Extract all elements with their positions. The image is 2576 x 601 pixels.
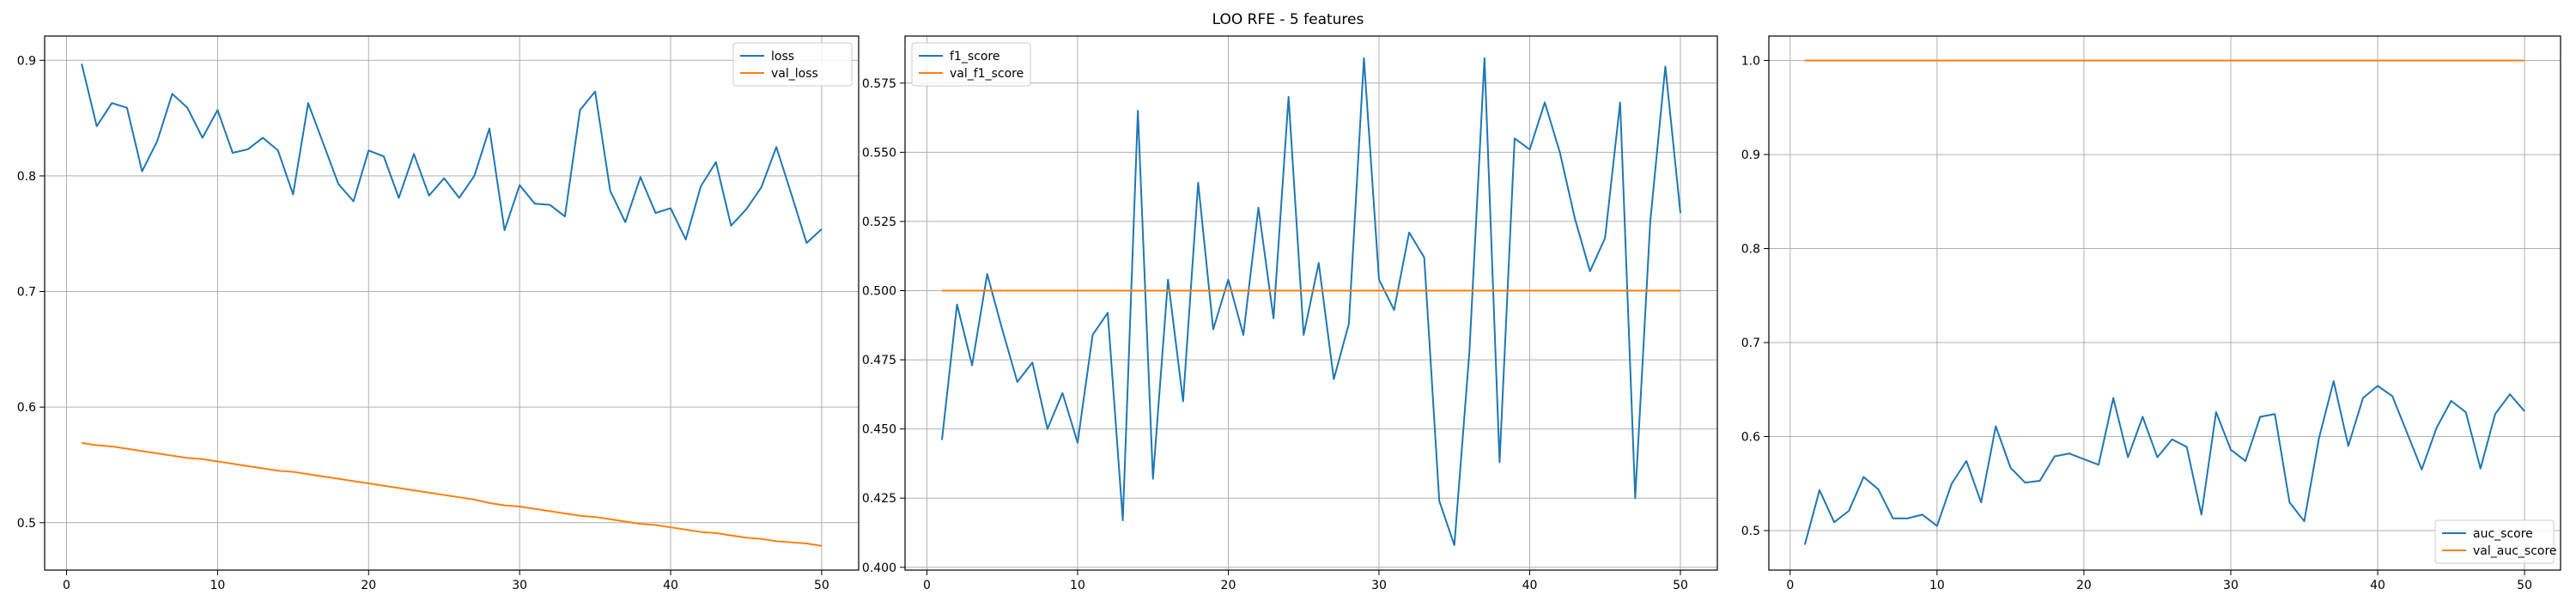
y-tick-label: 0.5 <box>1741 525 1760 538</box>
x-tick-label: 10 <box>1070 579 1085 592</box>
y-tick-label: 0.525 <box>862 216 896 229</box>
legend: f1_score val_f1_score <box>911 42 1031 87</box>
legend: loss val_loss <box>732 42 853 87</box>
x-tick-label: 10 <box>1929 579 1945 592</box>
y-tick-label: 0.9 <box>17 54 36 68</box>
y-tick-label: 1.0 <box>1741 54 1760 68</box>
y-tick-label: 0.5 <box>17 517 36 531</box>
x-tick-label: 40 <box>1522 579 1538 592</box>
chart-panel-1: 0 10 20 30 40 50 0.5 0.6 0.7 0.8 0.9 loss val_loss <box>17 35 860 592</box>
y-tick-label: 0.500 <box>862 284 896 298</box>
series-line-auc_score <box>1803 379 2525 545</box>
charts-container: 0 10 20 30 40 50 0.5 0.6 0.7 0.8 0.9 loss val_loss 0 1… <box>17 35 2561 592</box>
y-tick-label: 0.8 <box>1741 242 1760 256</box>
y-tick-label: 0.450 <box>862 423 896 437</box>
legend-box <box>732 42 853 87</box>
series-line-val_loss <box>81 441 823 547</box>
x-tick-label: 30 <box>1371 579 1387 592</box>
axes-frame <box>44 35 860 571</box>
legend-label-loss: loss <box>771 50 794 64</box>
x-tick-label: 0 <box>1786 579 1794 592</box>
y-tick-label: 0.7 <box>1741 337 1760 350</box>
x-tick-label: 40 <box>2370 579 2385 592</box>
legend-box <box>2434 519 2555 564</box>
legend-label-val_loss: val_loss <box>771 67 818 81</box>
x-tick-label: 50 <box>2517 579 2532 592</box>
legend-label-auc_score: auc_score <box>2473 527 2533 541</box>
axes-frame <box>1768 35 2561 571</box>
x-tick-label: 30 <box>512 579 527 592</box>
y-tick-label: 0.425 <box>862 492 896 506</box>
y-tick-label: 0.575 <box>862 77 896 91</box>
series-line-loss <box>81 64 823 244</box>
x-tick-label: 50 <box>814 579 829 592</box>
y-tick-label: 0.6 <box>1741 431 1760 445</box>
x-tick-label: 50 <box>1673 579 1688 592</box>
x-tick-label: 40 <box>663 579 678 592</box>
x-tick-label: 10 <box>210 579 225 592</box>
y-tick-label: 0.6 <box>17 401 36 415</box>
y-tick-label: 0.9 <box>1741 149 1760 162</box>
x-tick-label: 0 <box>923 579 931 592</box>
y-tick-label: 0.475 <box>862 354 896 367</box>
legend: auc_score val_auc_score <box>2434 519 2557 564</box>
x-tick-label: 20 <box>2076 579 2092 592</box>
y-tick-label: 0.550 <box>862 146 896 160</box>
figure-title: LOO RFE - 5 features <box>1212 11 1364 28</box>
legend-box <box>911 42 1031 87</box>
plot-area <box>1769 36 2561 570</box>
legend-label-val_f1_score: val_f1_score <box>950 67 1024 81</box>
y-tick-label: 0.7 <box>17 286 36 300</box>
plot-area <box>45 36 859 570</box>
chart-panel-3: 0 10 20 30 40 50 0.5 0.6 0.7 0.8 0.9 1.0 auc_scoreva… <box>1741 35 2561 592</box>
axes-frame <box>904 35 1718 571</box>
legend-label-f1_score: f1_score <box>950 50 999 64</box>
x-tick-label: 20 <box>1221 579 1236 592</box>
x-tick-label: 0 <box>63 579 70 592</box>
x-tick-label: 20 <box>361 579 376 592</box>
y-tick-label: 0.400 <box>862 562 896 575</box>
x-tick-label: 30 <box>2223 579 2239 592</box>
legend-label-val_auc_score: val_auc_score <box>2473 544 2557 558</box>
chart-panel-2: 0 10 20 30 40 50 0.400 0.425 0.450 0.475 0.500 0.52… <box>862 35 1718 592</box>
y-tick-label: 0.8 <box>17 170 36 184</box>
series-line-f1_score <box>941 57 1681 546</box>
